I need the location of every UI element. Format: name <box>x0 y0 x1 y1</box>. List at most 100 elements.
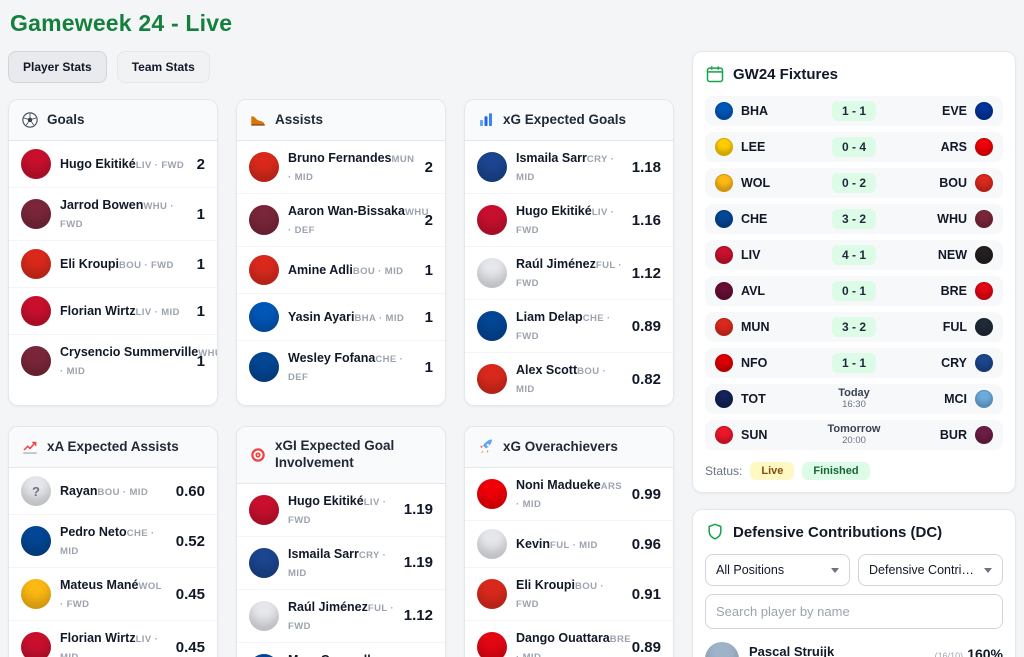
fixtures-title: GW24 Fixtures <box>733 65 839 83</box>
player-info: Dango OuattaraBRE · MID <box>516 629 631 657</box>
player-sub: LIV · MID <box>60 634 159 657</box>
overachievers-card: xG Overachievers Noni MaduekeARS · MID 0… <box>464 426 674 657</box>
player-name: Hugo Ekitiké <box>288 493 364 508</box>
player-info: RayanBOU · MID <box>60 482 167 500</box>
positions-select[interactable]: All Positions <box>705 554 850 586</box>
player-row: Crysencio SummervilleWHU · MID 1 <box>9 334 217 387</box>
fixtures-list: BHA 1 - 1 EVE LEE 0 - 4 ARS WOL 0 - 2 BO… <box>705 96 1003 450</box>
tabs-bar: Player Stats Team Stats <box>8 51 674 83</box>
away-team: BOU <box>907 174 993 192</box>
home-team: BHA <box>715 102 801 120</box>
player-name: Bruno Fernandes <box>288 151 392 165</box>
stat-value: 0.45 <box>175 585 205 603</box>
tab-player-stats[interactable]: Player Stats <box>8 51 107 83</box>
stat-value: 1.16 <box>631 211 661 229</box>
stat-value: 0.99 <box>631 485 661 503</box>
team-crest <box>715 138 733 156</box>
away-team: MCI <box>907 390 993 408</box>
card-title: xA Expected Assists <box>47 438 179 454</box>
team-crest <box>975 174 993 192</box>
player-info: Wesley FofanaCHE · DEF <box>288 349 416 385</box>
xg-card: xG Expected Goals Ismaila SarrCRY · MID … <box>464 99 674 406</box>
player-row: Alex ScottBOU · MID 0.82 <box>465 352 673 405</box>
player-search-input[interactable] <box>705 594 1003 629</box>
player-info: Hugo EkitikéLIV · FWD <box>60 155 188 173</box>
player-info: Florian WirtzLIV · MID <box>60 629 167 657</box>
chevron-down-icon <box>831 567 839 573</box>
score-badge: 1 - 1 <box>831 353 876 373</box>
player-avatar <box>477 311 507 341</box>
away-team: ARS <box>907 138 993 156</box>
player-avatar <box>249 494 279 525</box>
bar-chart-icon <box>477 111 495 129</box>
player-info: Marc CucurellaCHE · DEF <box>288 651 398 657</box>
boot-icon <box>249 111 267 129</box>
dc-header: Defensive Contributions (DC) <box>705 522 1003 542</box>
player-row: Ismaila SarrCRY · MID 1.19 <box>237 535 445 589</box>
player-row: Aaron Wan-BissakaWHU · DEF 2 <box>237 193 445 246</box>
player-info: Hugo EkitikéLIV · FWD <box>288 492 395 528</box>
team-code: WOL <box>741 176 771 190</box>
defensive-contributions-panel: Defensive Contributions (DC) All Positio… <box>692 509 1016 657</box>
team-code: ARS <box>940 140 967 154</box>
player-sub: BOU · MID <box>97 487 149 498</box>
team-code: SUN <box>741 428 768 442</box>
away-team: FUL <box>907 318 993 336</box>
team-code: CRY <box>941 356 967 370</box>
player-avatar <box>477 152 507 182</box>
player-avatar <box>249 352 279 382</box>
player-row: Yasin AyariBHA · MID 1 <box>237 293 445 340</box>
stat-value: 1.18 <box>631 158 661 176</box>
away-team: BRE <box>907 282 993 300</box>
stat-value: 2 <box>424 158 433 176</box>
player-info: Amine AdliBOU · MID <box>288 261 416 279</box>
player-info: Bruno FernandesMUN · MID <box>288 149 416 185</box>
stat-value: 2 <box>424 211 433 229</box>
team-crest <box>715 426 733 444</box>
player-avatar <box>21 199 51 229</box>
player-name: Marc Cucurella <box>288 653 378 657</box>
player-row: Wesley FofanaCHE · DEF 1 <box>237 340 445 393</box>
player-row: Florian WirtzLIV · MID 0.45 <box>9 620 217 657</box>
player-info: Alex ScottBOU · MID <box>516 361 623 397</box>
target-icon <box>249 446 267 464</box>
stat-value: 1 <box>196 205 205 223</box>
score-badge: 0 - 1 <box>831 281 876 301</box>
score-badge: 0 - 2 <box>831 173 876 193</box>
player-row: Ismaila SarrCRY · MID 1.18 <box>465 141 673 193</box>
card-header: Goals <box>9 100 217 141</box>
soccer-ball-icon <box>21 111 39 129</box>
team-crest <box>975 282 993 300</box>
dc-type-select[interactable]: Defensive Contrib... <box>858 554 1003 586</box>
player-row: KevinFUL · MID 0.96 <box>465 520 673 567</box>
tab-team-stats[interactable]: Team Stats <box>116 51 210 83</box>
home-team: LIV <box>715 246 801 264</box>
fixture-row: AVL 0 - 1 BRE <box>705 276 1003 306</box>
player-sub: MUN · MID <box>288 154 415 183</box>
team-crest <box>715 282 733 300</box>
team-code: CHE <box>741 212 768 226</box>
player-row: Noni MaduekeARS · MID 0.99 <box>465 468 673 520</box>
stat-value: 0.82 <box>631 370 661 388</box>
fixture-time: Tomorrow 20:00 <box>827 423 881 446</box>
fixture-row: WOL 0 - 2 BOU <box>705 168 1003 198</box>
score-badge: 3 - 2 <box>831 317 876 337</box>
player-name: Florian Wirtz <box>60 631 136 645</box>
stat-value: 1 <box>196 352 205 370</box>
player-name: Rayan <box>60 484 98 498</box>
home-team: WOL <box>715 174 801 192</box>
team-code: LIV <box>741 248 761 262</box>
player-name: Pascal Struijk <box>749 644 835 657</box>
live-badge: Live <box>750 462 795 480</box>
player-avatar <box>249 255 279 285</box>
team-crest <box>975 246 993 264</box>
player-info: Eli KroupiBOU · FWD <box>60 255 188 273</box>
fixture-row: MUN 3 - 2 FUL <box>705 312 1003 342</box>
player-name: Yasin Ayari <box>288 310 355 324</box>
player-row: Dango OuattaraBRE · MID 0.89 <box>465 620 673 657</box>
player-name: Aaron Wan-Bissaka <box>288 204 405 218</box>
player-name: Hugo Ekitiké <box>516 204 592 218</box>
card-title: xG Overachievers <box>503 438 618 454</box>
team-code: BUR <box>939 428 967 442</box>
